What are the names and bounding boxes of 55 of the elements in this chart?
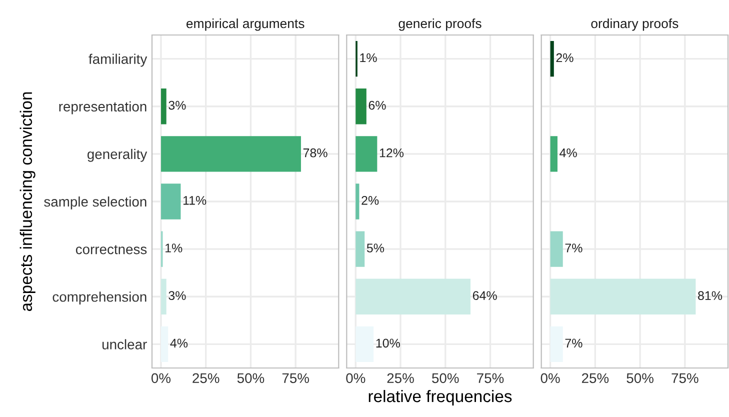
bar [550, 278, 696, 314]
bar [160, 278, 166, 314]
x-tick-label: 0% [151, 373, 171, 384]
bar [160, 184, 181, 220]
bar [550, 231, 563, 267]
x-tick-label: 50% [626, 373, 654, 384]
data-label: 3% [168, 291, 186, 300]
bar [160, 88, 166, 124]
x-tick-label: 25% [387, 373, 414, 384]
bar [356, 184, 360, 220]
data-label: 7% [565, 338, 582, 348]
data-label: 12% [380, 148, 404, 158]
y-tick-label: generality [88, 148, 148, 162]
data-label: 6% [368, 100, 386, 110]
chart-title: empirical arguments [186, 18, 304, 31]
x-tick-label: 50% [237, 373, 264, 384]
y-tick-label: sample selection [44, 196, 146, 210]
bar [550, 136, 558, 172]
bar [550, 40, 554, 77]
y-axis-title: aspects influencing conviction [20, 92, 36, 312]
data-label: 64% [472, 291, 497, 300]
bar [160, 136, 301, 172]
y-tick-label: comprehension [52, 292, 146, 305]
x-tick-label: 0% [540, 373, 560, 384]
x-tick-label: 50% [432, 373, 459, 384]
x-tick-label: 75% [672, 373, 698, 384]
y-tick-label: unclear [102, 339, 147, 350]
x-tick-label: 25% [192, 373, 220, 384]
bar [356, 278, 471, 314]
chart-title: ordinary proofs [591, 18, 678, 31]
data-label: 10% [376, 338, 400, 348]
data-label: 3% [168, 100, 186, 110]
data-label: 78% [303, 148, 328, 158]
data-label: 4% [170, 338, 188, 348]
data-label: 2% [362, 196, 379, 205]
data-label: 11% [183, 196, 206, 205]
y-tick-label: familiarity [88, 54, 148, 67]
data-label: 1% [360, 53, 377, 62]
y-tick-label: correctness [76, 245, 147, 254]
chart-title: generic proofs [398, 18, 482, 31]
bar [356, 136, 378, 172]
data-label: 2% [556, 53, 574, 62]
data-label: 81% [698, 291, 722, 300]
x-tick-label: 75% [282, 373, 309, 384]
data-label: 1% [166, 244, 182, 252]
bar [356, 88, 366, 124]
bar [356, 231, 365, 267]
data-label: 7% [565, 244, 582, 252]
y-tick-label: representation [59, 101, 146, 114]
x-tick-label: 25% [582, 373, 609, 384]
x-tick-label: 0% [346, 373, 366, 384]
data-label: 5% [366, 244, 384, 252]
x-axis-title: relative frequencies [368, 390, 512, 406]
x-tick-label: 75% [477, 373, 504, 384]
data-label: 4% [560, 148, 577, 158]
